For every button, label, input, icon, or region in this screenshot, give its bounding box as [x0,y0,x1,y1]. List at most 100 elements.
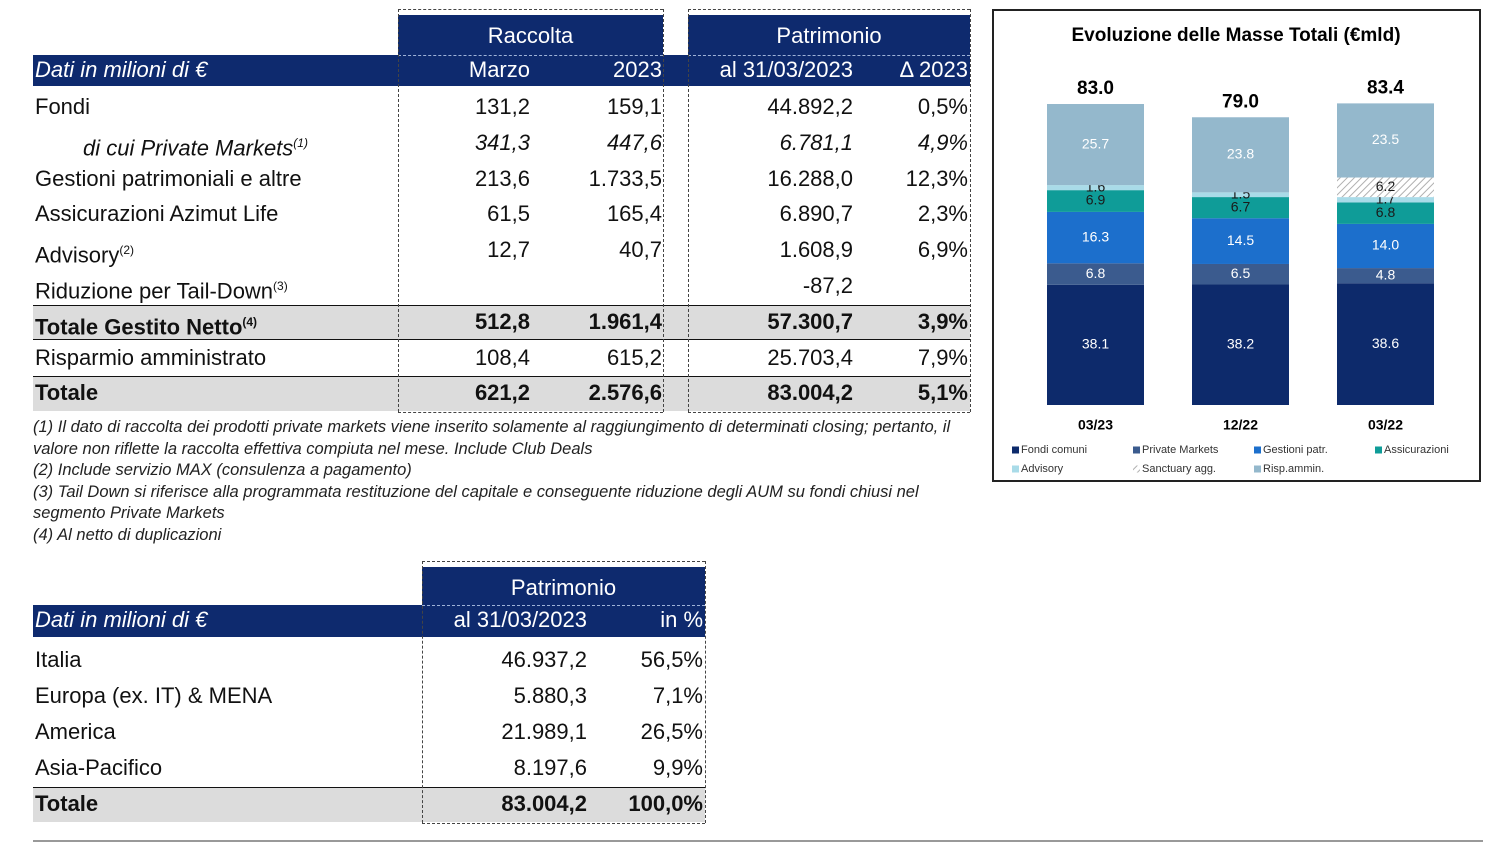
row-label: America [35,714,116,750]
legend-label: Advisory [1021,463,1064,475]
segment-label: 6.5 [1231,265,1251,281]
row-label: Assicurazioni Azimut Life [35,196,278,232]
column-header: al 31/03/2023 [719,57,853,82]
bar-segment [1337,103,1434,178]
row-highlight [33,304,970,340]
bar-segment [1047,190,1144,212]
row-highlight [33,787,705,822]
footnote: (1) Il dato di raccolta dei prodotti pri… [33,418,951,458]
segment-label: 25.7 [1082,135,1109,151]
row-label: Advisory(2) [35,232,134,273]
cell: 5.880,3 [513,683,587,708]
cell: 621,2 [474,380,530,406]
column-border [970,9,971,413]
footnotes: (1) Il dato di raccolta dei prodotti pri… [33,417,973,547]
column-border [688,412,970,414]
group-header: Patrimonio [510,575,617,600]
category-label: 12/22 [1223,417,1258,433]
column-header: Dati in milioni di € [35,607,208,632]
cell: 1.961,4 [588,308,662,334]
bar-segment [1047,104,1144,186]
cell: 7,1% [652,683,703,708]
row-highlight [33,376,970,412]
segment-label: 6.2 [1376,178,1396,194]
column-border [398,9,663,10]
cell: 2,3% [917,201,968,227]
cell: 9,9% [652,755,703,780]
segment-label: 6.7 [1231,198,1251,214]
row-label: Gestioni patrimoniali e altre [35,161,302,197]
column-border [398,412,663,414]
row-label-text: Europa (ex. IT) & MENA [35,683,273,708]
cell: 165,4 [606,201,662,227]
segment-label: 6.8 [1376,204,1396,220]
segment-label: 38.6 [1372,335,1399,351]
segment-label: 14.5 [1227,232,1254,248]
bar-segment [1337,223,1434,269]
row-label: Italia [35,642,81,678]
cell: 44.892,2 [767,94,853,119]
bar-segment [1337,283,1434,405]
footnote: (3) Tail Down si riferisce alla programm… [33,482,919,523]
cell: 25.703,4 [767,344,853,370]
cell: 26,5% [640,719,703,744]
header-bg [688,15,970,55]
column-border [422,561,423,823]
header-separator [398,55,663,56]
header-bg [398,15,663,55]
cell: 131,2 [474,94,530,119]
bar-segment [1337,202,1434,224]
cell: 12,7 [487,237,530,263]
legend-label: Gestioni patr. [1263,444,1328,456]
bar-segment [1337,197,1434,203]
cell: 21.989,1 [501,719,587,744]
legend-swatch [1254,465,1261,473]
row-label-text: Assicurazioni Azimut Life [35,201,279,227]
footnote: (4) Al netto di duplicazioni [33,525,222,544]
row-label-text: Risparmio amministrato [35,344,267,370]
cell: 1.608,9 [779,237,853,263]
cell: 46.937,2 [501,647,587,672]
row-label-text: di cui Private Markets [83,135,294,161]
row-label: Totale [35,786,98,822]
legend-label: Risp.ammin. [1263,463,1324,475]
cell: 57.300,7 [767,308,853,334]
cell: 7,9% [917,344,968,370]
segment-label: 6.9 [1086,192,1106,208]
legend-swatch [1012,446,1019,454]
row-label: Riduzione per Tail-Down(3) [35,268,288,309]
cell: 83.004,2 [501,791,587,816]
column-border [422,561,705,562]
segment-label: 23.5 [1372,131,1399,147]
cell: 5,1% [917,380,968,406]
header-bg [422,567,705,605]
cell: 341,3 [474,129,530,155]
segment-label: 38.1 [1082,336,1109,352]
column-border [688,9,970,10]
bar-segment [1192,117,1289,193]
cell: 40,7 [619,237,662,263]
cell: 159,1 [606,94,662,119]
cell: 16.288,0 [767,165,853,191]
cell: 6,9% [917,237,968,263]
row-label-text: Italia [35,647,82,672]
bottom-rule [33,840,1483,842]
segment-label: 23.8 [1227,146,1254,162]
legend-swatch [1133,446,1140,454]
bar-segment [1337,268,1434,284]
row-label: Risparmio amministrato [35,340,266,376]
bar-segment [1047,185,1144,191]
cell: 6.890,7 [779,201,853,227]
cell: 12,3% [905,165,968,191]
column-header: al 31/03/2023 [453,607,587,632]
row-label-text: America [35,719,116,744]
column-header: Marzo [468,57,530,82]
legend-label: Sanctuary agg. [1142,463,1216,475]
cell: 615,2 [606,344,662,370]
legend-swatch [1012,465,1019,473]
cell: 4,9% [917,129,968,155]
segment-label: 4.8 [1376,266,1396,282]
total-label: 83.0 [1077,78,1114,99]
cell: 56,5% [640,647,703,672]
